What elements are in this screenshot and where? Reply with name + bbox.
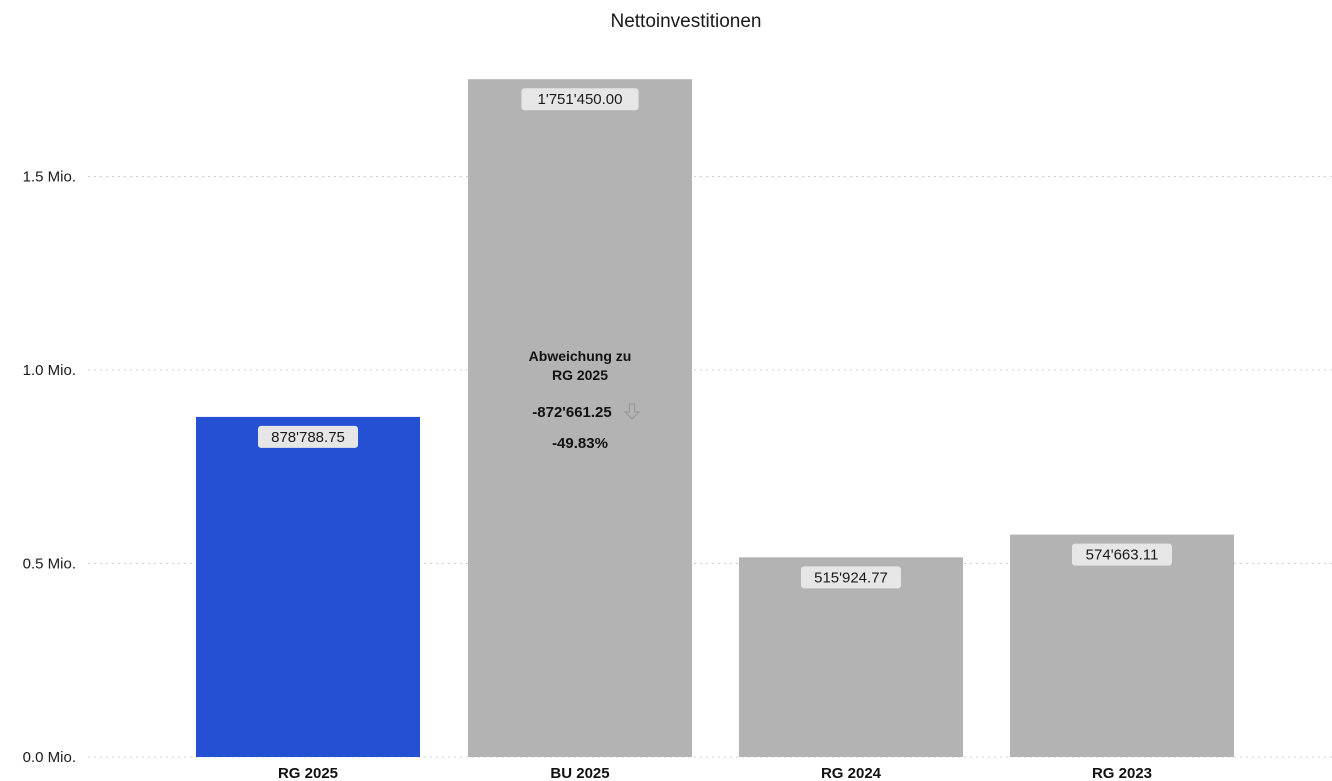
value-label-box [521, 88, 639, 111]
value-label: 515'924.77 [814, 569, 888, 586]
annotation-title-line2: RG 2025 [552, 367, 608, 383]
value-label: 574'663.11 [1086, 547, 1159, 564]
bar-rg-2023[interactable] [1010, 534, 1234, 757]
annotation-title-line1: Abweichung zu [529, 348, 632, 364]
value-label-box [258, 425, 358, 448]
y-axis-tick-labels: 0.0 Mio. 0.5 Mio. 1.0 Mio. 1.5 Mio. [23, 169, 76, 767]
y-tick-label: 1.5 Mio. [23, 169, 76, 186]
value-label: 1'751'450.00 [538, 91, 623, 108]
y-tick-label: 1.0 Mio. [23, 362, 76, 379]
x-tick-label: RG 2025 [278, 765, 338, 781]
value-label-box [801, 566, 901, 589]
y-tick-label: 0.5 Mio. [23, 556, 76, 573]
bar-rg-2025[interactable] [196, 416, 420, 757]
annotation-percent: -49.83% [552, 435, 608, 452]
x-tick-label: RG 2024 [821, 765, 882, 781]
bar-rg-2024[interactable] [739, 557, 963, 757]
arrow-down-icon [624, 403, 640, 420]
x-axis-tick-labels: RG 2025 BU 2025 RG 2024 RG 2023 [278, 765, 1152, 781]
value-label-box [1072, 543, 1172, 566]
annotation-difference: -872'661.25 [532, 404, 611, 421]
x-tick-label: RG 2023 [1092, 765, 1152, 781]
y-tick-label: 0.0 Mio. [23, 749, 76, 766]
chart-title: Nettoinvestitionen [610, 11, 761, 32]
bar-bu-2025[interactable] [468, 79, 692, 758]
x-tick-label: BU 2025 [550, 765, 609, 781]
value-label: 878'788.75 [271, 429, 345, 446]
bars [196, 79, 1234, 758]
deviation-annotation: Abweichung zu RG 2025 -872'661.25 -49.83% [529, 348, 640, 452]
value-labels: 878'788.75 1'751'450.00 515'924.77 574'663.… [258, 88, 1172, 589]
